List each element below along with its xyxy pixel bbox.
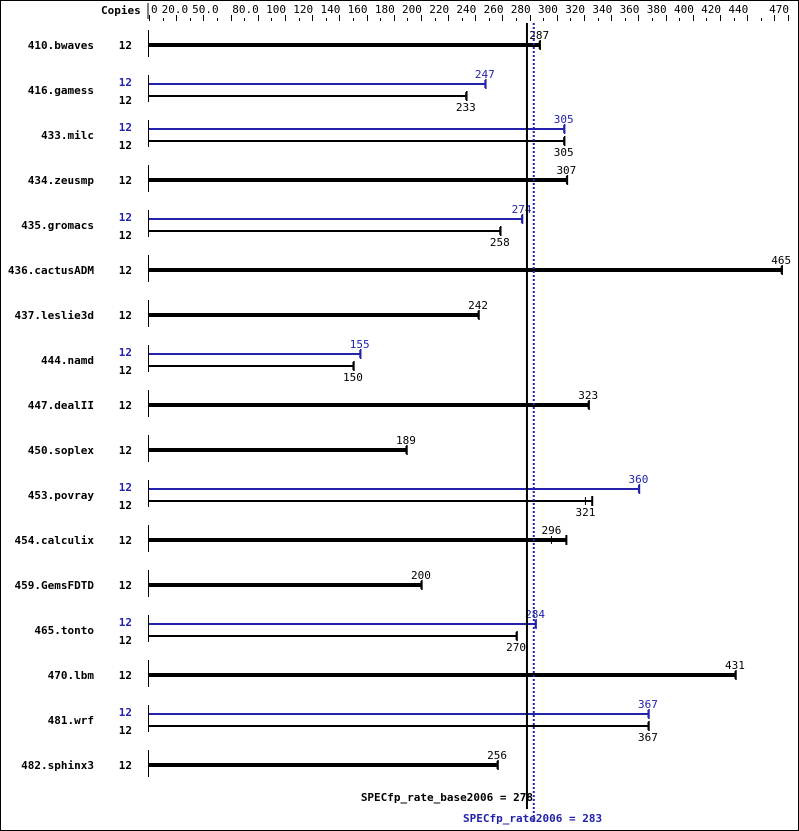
benchmark-name: 416.gamess bbox=[28, 84, 94, 97]
x-tick-label: 440 bbox=[728, 3, 748, 16]
base-copies: 12 bbox=[119, 39, 132, 52]
base-copies: 12 bbox=[119, 229, 132, 242]
peak-reference-label: SPECfp_rate2006 = 283 bbox=[463, 812, 602, 825]
benchmark-name: 433.milc bbox=[41, 129, 94, 142]
base-copies: 12 bbox=[119, 534, 132, 547]
x-tick-label: 220 bbox=[429, 3, 449, 16]
base-copies: 12 bbox=[119, 499, 132, 512]
base-copies: 12 bbox=[119, 579, 132, 592]
x-tick-label: 140 bbox=[320, 3, 340, 16]
value-label: 367 bbox=[638, 698, 658, 711]
value-label: 296 bbox=[541, 524, 561, 537]
benchmark-name: 465.tonto bbox=[34, 624, 94, 637]
benchmark-name: 450.soplex bbox=[28, 444, 95, 457]
value-label: 321 bbox=[575, 506, 595, 519]
x-tick-label: 260 bbox=[484, 3, 504, 16]
x-tick-label: 380 bbox=[647, 3, 667, 16]
value-label: 270 bbox=[506, 641, 526, 654]
x-tick-label: 240 bbox=[456, 3, 476, 16]
base-copies: 12 bbox=[119, 309, 132, 322]
value-label: 323 bbox=[578, 389, 598, 402]
value-label: 465 bbox=[771, 254, 791, 267]
value-label: 307 bbox=[556, 164, 576, 177]
base-copies: 12 bbox=[119, 399, 132, 412]
value-label: 305 bbox=[554, 113, 574, 126]
benchmark-name: 436.cactusADM bbox=[8, 264, 94, 277]
benchmark-name: 444.namd bbox=[41, 354, 94, 367]
value-label: 256 bbox=[487, 749, 507, 762]
value-label: 200 bbox=[411, 569, 431, 582]
benchmark-name: 447.dealII bbox=[28, 399, 94, 412]
benchmark-name: 459.GemsFDTD bbox=[15, 579, 95, 592]
x-tick-label: 320 bbox=[565, 3, 585, 16]
x-tick-label: 470 bbox=[769, 3, 789, 16]
x-tick-label: 400 bbox=[674, 3, 694, 16]
x-tick-label: 0 bbox=[151, 3, 158, 16]
value-label: 431 bbox=[725, 659, 745, 672]
benchmark-name: 454.calculix bbox=[15, 534, 95, 547]
benchmark-name: 434.zeusmp bbox=[28, 174, 95, 187]
x-tick-label: 50.0 bbox=[192, 3, 219, 16]
copies-header: Copies bbox=[101, 4, 141, 17]
base-copies: 12 bbox=[119, 759, 132, 772]
x-tick-label: 120 bbox=[293, 3, 313, 16]
benchmark-name: 435.gromacs bbox=[21, 219, 94, 232]
base-copies: 12 bbox=[119, 139, 132, 152]
x-tick-label: 340 bbox=[592, 3, 612, 16]
peak-copies: 12 bbox=[119, 211, 132, 224]
base-copies: 12 bbox=[119, 264, 132, 277]
value-label: 284 bbox=[525, 608, 545, 621]
x-tick-label: 80.0 bbox=[232, 3, 259, 16]
value-label: 233 bbox=[456, 101, 476, 114]
value-label: 247 bbox=[475, 68, 495, 81]
x-tick-label: 180 bbox=[375, 3, 395, 16]
value-label: 305 bbox=[554, 146, 574, 159]
x-tick-label: 300 bbox=[538, 3, 558, 16]
benchmark-name: 470.lbm bbox=[48, 669, 95, 682]
value-label: 242 bbox=[468, 299, 488, 312]
value-label: 155 bbox=[350, 338, 370, 351]
x-tick-label: 280 bbox=[511, 3, 531, 16]
x-tick-label: 20.0 bbox=[162, 3, 189, 16]
peak-copies: 12 bbox=[119, 706, 132, 719]
peak-copies: 12 bbox=[119, 121, 132, 134]
value-label: 360 bbox=[629, 473, 649, 486]
base-copies: 12 bbox=[119, 444, 132, 457]
x-tick-label: 200 bbox=[402, 3, 422, 16]
peak-copies: 12 bbox=[119, 616, 132, 629]
x-tick-label: 360 bbox=[620, 3, 640, 16]
base-copies: 12 bbox=[119, 364, 132, 377]
peak-copies: 12 bbox=[119, 481, 132, 494]
benchmark-name: 481.wrf bbox=[48, 714, 94, 727]
value-label: 367 bbox=[638, 731, 658, 744]
x-tick-label: 100 bbox=[266, 3, 286, 16]
value-label: 150 bbox=[343, 371, 363, 384]
peak-copies: 12 bbox=[119, 346, 132, 359]
x-tick-label: 420 bbox=[701, 3, 721, 16]
base-copies: 12 bbox=[119, 634, 132, 647]
benchmark-name: 453.povray bbox=[28, 489, 95, 502]
base-copies: 12 bbox=[119, 669, 132, 682]
value-label: 189 bbox=[396, 434, 416, 447]
peak-copies: 12 bbox=[119, 76, 132, 89]
benchmark-name: 437.leslie3d bbox=[15, 309, 94, 322]
value-label: 287 bbox=[529, 29, 549, 42]
value-label: 274 bbox=[512, 203, 532, 216]
value-label: 258 bbox=[490, 236, 510, 249]
benchmark-name: 410.bwaves bbox=[28, 39, 94, 52]
benchmark-name: 482.sphinx3 bbox=[21, 759, 94, 772]
base-copies: 12 bbox=[119, 94, 132, 107]
base-reference-label: SPECfp_rate_base2006 = 278 bbox=[361, 791, 533, 804]
x-tick-label: 160 bbox=[348, 3, 368, 16]
base-copies: 12 bbox=[119, 174, 132, 187]
base-copies: 12 bbox=[119, 724, 132, 737]
